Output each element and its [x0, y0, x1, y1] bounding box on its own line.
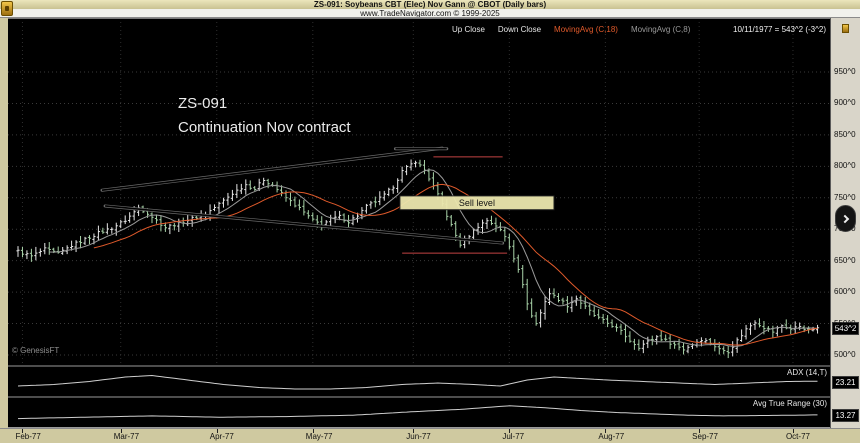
price-axis-label: 750^0 [834, 192, 856, 202]
ma-18-line [93, 183, 818, 346]
month-label: Oct-77 [785, 432, 810, 441]
month-tick [216, 429, 218, 433]
price-axis-label: 800^0 [834, 161, 856, 171]
last-price-badge: 543^2 [832, 322, 859, 336]
price-chart-canvas[interactable]: Sell level [8, 18, 830, 428]
month-label: Aug-77 [598, 432, 625, 441]
month-label: Jun-77 [406, 432, 431, 441]
price-axis-label: 550^0 [834, 318, 856, 328]
month-tick [22, 429, 24, 433]
chevron-right-icon [840, 214, 849, 223]
upper-wedge-line [101, 147, 443, 192]
atr-line [17, 405, 818, 420]
legend-corner-icon [842, 24, 849, 33]
legend-up-close[interactable]: Up Close [452, 25, 485, 34]
tradenavigator-link[interactable]: www.TradeNavigator.com © 1999-2025 [360, 9, 500, 18]
genesisft-watermark: © GenesisFT [12, 346, 60, 355]
adx-panel-label[interactable]: ADX (14,T) [786, 368, 827, 377]
annotation-description: Continuation Nov contract [178, 119, 351, 136]
month-tick [605, 429, 607, 433]
month-tick [792, 429, 794, 433]
month-label: Mar-77 [113, 432, 140, 441]
atr-value-badge: 13.27 [832, 409, 859, 423]
price-axis-label: 950^0 [834, 67, 856, 76]
adx-line [17, 374, 818, 390]
month-tick [509, 429, 511, 433]
cursor-readout: 10/11/1977 = 543^2 (-3^2) [733, 25, 826, 34]
month-label: Apr-77 [209, 432, 234, 441]
price-axis-label: 600^0 [834, 287, 856, 297]
expand-panel-button[interactable] [835, 205, 856, 232]
window-titlebar: ZS-091: Soybeans CBT (Elec) Nov Gann @ C… [0, 0, 860, 9]
app-logo-icon [1, 1, 13, 16]
price-axis-label: 850^0 [834, 129, 856, 139]
left-frame-strip [0, 18, 8, 428]
chart-annotation: ZS-091 Continuation Nov contract [178, 92, 351, 140]
lower-wedge-line [105, 205, 503, 244]
atr-panel-label[interactable]: Avg True Range (30) [752, 399, 827, 408]
annotation-symbol: ZS-091 [178, 95, 228, 112]
price-axis-label: 650^0 [834, 255, 856, 265]
month-label: May-77 [305, 432, 333, 441]
price-axis-label: 900^0 [834, 98, 856, 108]
month-tick [120, 429, 122, 433]
month-label: Sep-77 [692, 432, 718, 441]
month-label: Jul-77 [502, 432, 525, 441]
month-tick [413, 429, 415, 433]
sell-level-label: Sell level [459, 198, 495, 208]
adx-value-badge: 23.21 [832, 375, 859, 389]
month-label: Feb-77 [15, 432, 41, 441]
month-tick [312, 429, 314, 433]
window-title: ZS-091: Soybeans CBT (Elec) Nov Gann @ C… [313, 0, 547, 9]
legend-down-close[interactable]: Down Close [497, 25, 542, 34]
tradenavigator-linkbar: www.TradeNavigator.com © 1999-2025 [0, 9, 860, 18]
sell-level-box [399, 195, 555, 211]
legend-movingavg-18[interactable]: MovingAvg (C,18) [554, 25, 618, 34]
price-axis-label: 500^0 [834, 350, 856, 359]
date-axis[interactable]: Feb-77 Mar-77 Apr-77 May-77 Jun-77 Jul-77 Aug-… [0, 428, 860, 443]
legend-movingavg-8[interactable]: MovingAvg (C,8) [630, 25, 691, 34]
chart-legend: Up Close Down Close MovingAvg (C,18) Mov… [452, 25, 690, 34]
month-tick [699, 429, 701, 433]
